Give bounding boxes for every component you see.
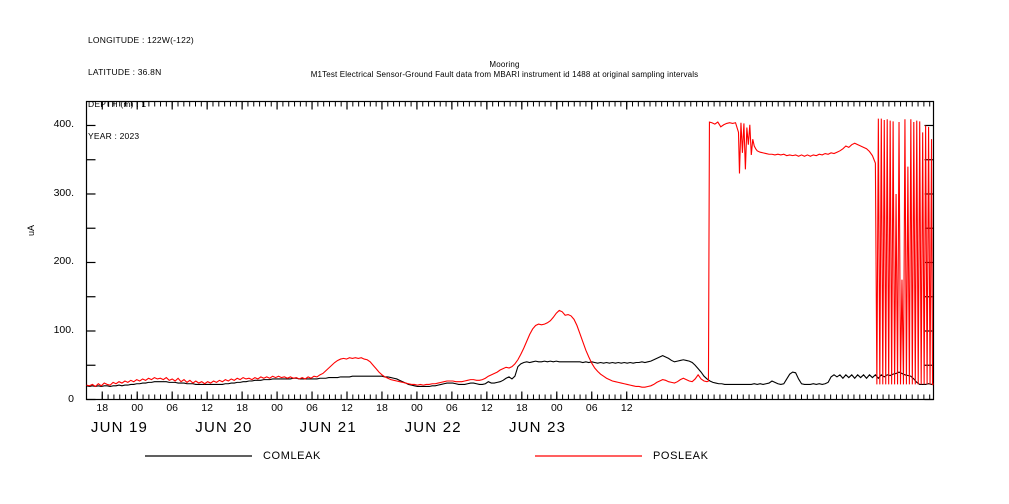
metadata-latitude: LATITUDE : 36.8N xyxy=(88,66,162,77)
x-hour-label: 12 xyxy=(481,402,493,414)
metadata-year: YEAR : 2023 xyxy=(88,130,140,141)
x-hour-label: 06 xyxy=(446,402,458,414)
x-day-label: JUN 22 xyxy=(404,419,462,436)
axes-frame xyxy=(85,100,935,401)
x-day-label: JUN 20 xyxy=(195,419,253,436)
x-hour-label: 12 xyxy=(620,402,633,414)
chart-title: Mooring xyxy=(489,60,520,69)
x-hour-label: 00 xyxy=(271,402,283,414)
x-day-label: JUN 21 xyxy=(299,419,357,436)
x-hour-label: 18 xyxy=(515,402,528,414)
metadata-longitude: LONGITUDE : 122W(-122) xyxy=(88,35,194,46)
x-hour-label: 00 xyxy=(550,402,563,414)
x-hour-label: 12 xyxy=(201,402,213,414)
y-tick-label: 200. xyxy=(53,255,74,268)
x-hour-label: 00 xyxy=(131,402,144,414)
chart-subtitle: M1Test Electrical Sensor-Ground Fault da… xyxy=(310,70,699,79)
data-series-layer xyxy=(86,118,934,388)
y-tick-label: 100. xyxy=(53,323,74,336)
x-hour-label: 06 xyxy=(306,402,318,414)
legend-label-posleak: POSLEAK xyxy=(653,450,709,462)
y-tick-label: 300. xyxy=(53,186,74,199)
x-hour-label: 06 xyxy=(166,402,179,414)
x-hour-label: 12 xyxy=(341,402,353,414)
y-tick-label: 400. xyxy=(53,118,74,131)
x-day-label: JUN 23 xyxy=(508,419,567,436)
x-day-label: JUN 19 xyxy=(90,419,149,436)
legend-label-comleak: COMLEAK xyxy=(263,450,321,462)
y-tick-label: 0 xyxy=(68,392,74,405)
x-hour-label: 18 xyxy=(376,402,388,414)
x-hour-label: 18 xyxy=(236,402,248,414)
x-hour-label: 00 xyxy=(411,402,423,414)
x-hour-label: 18 xyxy=(96,402,109,414)
x-hour-label: 06 xyxy=(585,402,598,414)
